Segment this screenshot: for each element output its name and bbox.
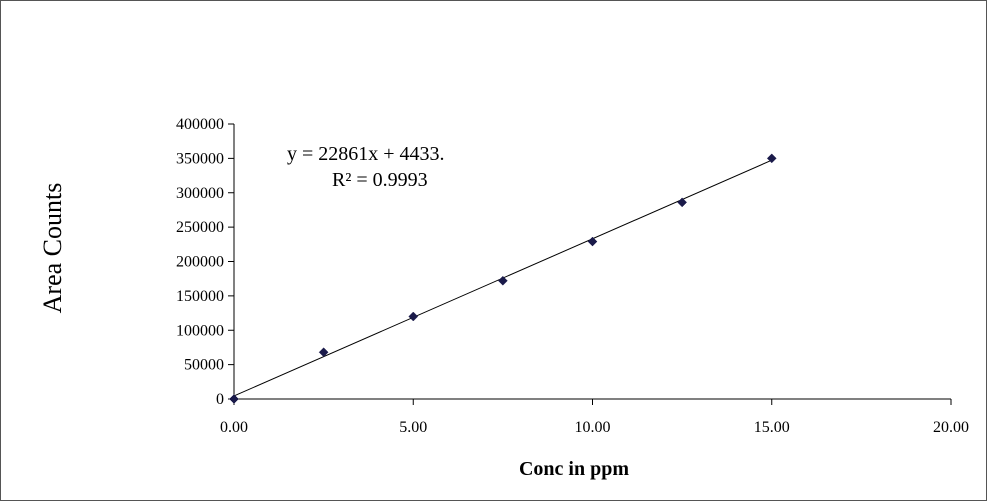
x-axis-label: Conc in ppm: [519, 458, 629, 480]
y-tick-label: 300000: [176, 185, 224, 202]
x-tick-label: 20.00: [933, 419, 969, 436]
y-tick-label: 100000: [176, 322, 224, 339]
y-tick-label: 250000: [176, 219, 224, 236]
x-tick-label: 10.00: [575, 419, 611, 436]
data-point: [318, 347, 329, 358]
x-tick-label: 5.00: [399, 419, 427, 436]
y-tick-label: 350000: [176, 150, 224, 167]
y-tick-label: 150000: [176, 288, 224, 305]
y-tick-label: 200000: [176, 254, 224, 271]
y-tick-label: 50000: [184, 357, 224, 374]
data-point: [408, 311, 419, 322]
x-tick-label: 0.00: [220, 419, 248, 436]
data-point: [498, 275, 508, 286]
trendline-equation: y = 22861x + 4433.: [287, 143, 445, 165]
r-squared-label: R² = 0.9993: [332, 169, 428, 191]
y-tick-label: 400000: [176, 116, 224, 133]
data-point: [587, 236, 598, 247]
data-point: [229, 394, 239, 404]
y-tick-label: 0: [216, 391, 224, 408]
y-axis-label: Area Counts: [38, 183, 67, 314]
data-points: [229, 153, 777, 404]
x-tick-label: 15.00: [754, 419, 790, 436]
data-point: [677, 197, 687, 208]
axes: [228, 123, 952, 405]
tick-labels: 0 50000 100000 150000 200000 250000 300000 3500…: [176, 116, 969, 436]
data-point: [766, 153, 777, 164]
